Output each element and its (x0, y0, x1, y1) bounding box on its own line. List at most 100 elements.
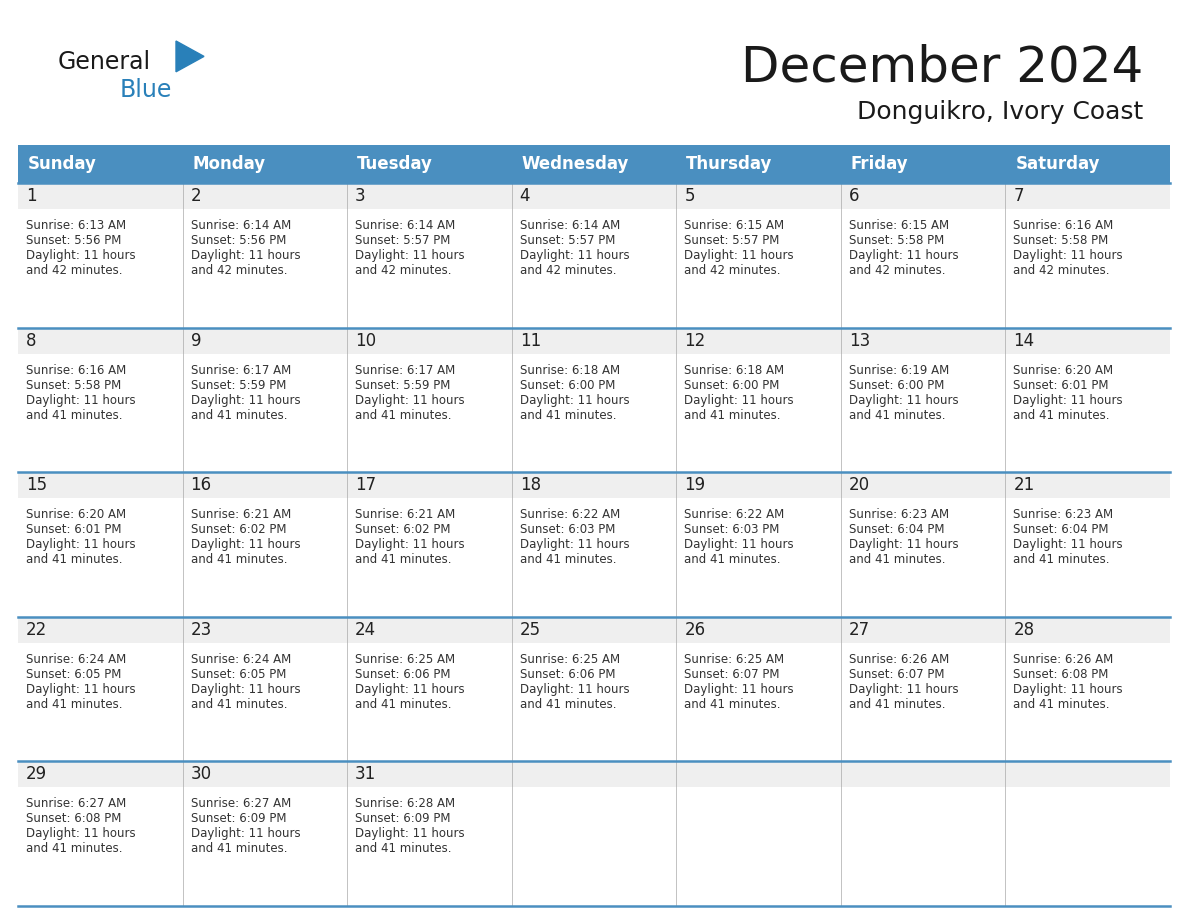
Text: Sunrise: 6:22 AM: Sunrise: 6:22 AM (684, 509, 784, 521)
Text: Monday: Monday (192, 155, 266, 173)
Text: Sunset: 5:56 PM: Sunset: 5:56 PM (190, 234, 286, 247)
Text: Daylight: 11 hours: Daylight: 11 hours (519, 683, 630, 696)
Text: and 41 minutes.: and 41 minutes. (849, 698, 946, 711)
Text: 30: 30 (190, 766, 211, 783)
Text: Sunset: 5:57 PM: Sunset: 5:57 PM (519, 234, 615, 247)
Bar (512, 209, 676, 328)
Text: and 42 minutes.: and 42 minutes. (519, 264, 617, 277)
Text: and 41 minutes.: and 41 minutes. (355, 409, 451, 421)
Text: General: General (58, 50, 151, 74)
Text: 14: 14 (1013, 331, 1035, 350)
Text: Sunrise: 6:16 AM: Sunrise: 6:16 AM (1013, 219, 1113, 232)
Text: Sunrise: 6:18 AM: Sunrise: 6:18 AM (519, 364, 620, 376)
Bar (512, 643, 676, 761)
Bar (183, 328, 347, 353)
Bar (1005, 183, 1170, 209)
Text: Sunset: 6:08 PM: Sunset: 6:08 PM (1013, 667, 1108, 681)
Bar (347, 617, 512, 643)
Bar (183, 788, 347, 906)
Text: Daylight: 11 hours: Daylight: 11 hours (355, 394, 465, 407)
Bar (1005, 761, 1170, 788)
Text: 19: 19 (684, 476, 706, 494)
Text: Daylight: 11 hours: Daylight: 11 hours (849, 538, 959, 551)
Text: Sunrise: 6:14 AM: Sunrise: 6:14 AM (355, 219, 455, 232)
Bar (18, 328, 183, 353)
Bar (347, 145, 512, 183)
Bar (676, 643, 841, 761)
Text: 2: 2 (190, 187, 201, 205)
Bar (183, 183, 347, 209)
Bar (1005, 788, 1170, 906)
Bar (347, 353, 512, 472)
Text: Sunset: 6:04 PM: Sunset: 6:04 PM (1013, 523, 1108, 536)
Bar (183, 617, 347, 643)
Text: Sunrise: 6:15 AM: Sunrise: 6:15 AM (684, 219, 784, 232)
Bar (18, 498, 183, 617)
Bar (1005, 328, 1170, 353)
Text: Daylight: 11 hours: Daylight: 11 hours (849, 683, 959, 696)
Bar (347, 209, 512, 328)
Bar (18, 788, 183, 906)
Text: Daylight: 11 hours: Daylight: 11 hours (26, 249, 135, 262)
Text: Daylight: 11 hours: Daylight: 11 hours (684, 538, 794, 551)
Text: and 42 minutes.: and 42 minutes. (1013, 264, 1110, 277)
Text: Sunset: 6:08 PM: Sunset: 6:08 PM (26, 812, 121, 825)
Text: Daylight: 11 hours: Daylight: 11 hours (26, 394, 135, 407)
Text: and 41 minutes.: and 41 minutes. (684, 409, 781, 421)
Text: and 41 minutes.: and 41 minutes. (1013, 409, 1110, 421)
Text: 28: 28 (1013, 621, 1035, 639)
Bar (512, 472, 676, 498)
Bar (1005, 472, 1170, 498)
Text: and 41 minutes.: and 41 minutes. (355, 698, 451, 711)
Text: Tuesday: Tuesday (358, 155, 432, 173)
Text: Sunrise: 6:21 AM: Sunrise: 6:21 AM (190, 509, 291, 521)
Bar (1005, 353, 1170, 472)
Text: Sunset: 6:04 PM: Sunset: 6:04 PM (849, 523, 944, 536)
Text: and 41 minutes.: and 41 minutes. (190, 409, 287, 421)
Text: and 41 minutes.: and 41 minutes. (849, 409, 946, 421)
Text: 25: 25 (519, 621, 541, 639)
Text: and 41 minutes.: and 41 minutes. (684, 554, 781, 566)
Text: Daylight: 11 hours: Daylight: 11 hours (519, 394, 630, 407)
Bar (347, 472, 512, 498)
Bar (676, 328, 841, 353)
Text: and 41 minutes.: and 41 minutes. (519, 409, 617, 421)
Text: and 41 minutes.: and 41 minutes. (1013, 554, 1110, 566)
Bar (183, 145, 347, 183)
Text: Sunrise: 6:26 AM: Sunrise: 6:26 AM (1013, 653, 1113, 666)
Text: Sunrise: 6:20 AM: Sunrise: 6:20 AM (26, 509, 126, 521)
Text: Daylight: 11 hours: Daylight: 11 hours (26, 683, 135, 696)
Bar (841, 643, 1005, 761)
Text: 15: 15 (26, 476, 48, 494)
Text: Sunset: 6:01 PM: Sunset: 6:01 PM (1013, 378, 1108, 392)
Text: 20: 20 (849, 476, 870, 494)
Text: and 42 minutes.: and 42 minutes. (26, 264, 122, 277)
Text: Sunset: 6:05 PM: Sunset: 6:05 PM (190, 667, 286, 681)
Text: 6: 6 (849, 187, 859, 205)
Text: Sunset: 5:57 PM: Sunset: 5:57 PM (355, 234, 450, 247)
Text: Daylight: 11 hours: Daylight: 11 hours (684, 249, 794, 262)
Bar (512, 145, 676, 183)
Text: and 41 minutes.: and 41 minutes. (26, 698, 122, 711)
Text: Sunrise: 6:27 AM: Sunrise: 6:27 AM (26, 798, 126, 811)
Text: and 41 minutes.: and 41 minutes. (519, 554, 617, 566)
Bar (676, 617, 841, 643)
Text: and 41 minutes.: and 41 minutes. (26, 843, 122, 856)
Bar (841, 145, 1005, 183)
Bar (512, 328, 676, 353)
Text: Sunset: 6:00 PM: Sunset: 6:00 PM (684, 378, 779, 392)
Text: 12: 12 (684, 331, 706, 350)
Bar (841, 472, 1005, 498)
Text: Sunset: 6:07 PM: Sunset: 6:07 PM (849, 667, 944, 681)
Text: Daylight: 11 hours: Daylight: 11 hours (190, 683, 301, 696)
Bar (183, 761, 347, 788)
Bar (676, 761, 841, 788)
Bar (512, 788, 676, 906)
Text: 13: 13 (849, 331, 870, 350)
Text: Sunrise: 6:23 AM: Sunrise: 6:23 AM (1013, 509, 1113, 521)
Text: Sunset: 6:01 PM: Sunset: 6:01 PM (26, 523, 121, 536)
Text: Daylight: 11 hours: Daylight: 11 hours (190, 827, 301, 840)
Bar (841, 788, 1005, 906)
Text: Thursday: Thursday (687, 155, 772, 173)
Text: 31: 31 (355, 766, 377, 783)
